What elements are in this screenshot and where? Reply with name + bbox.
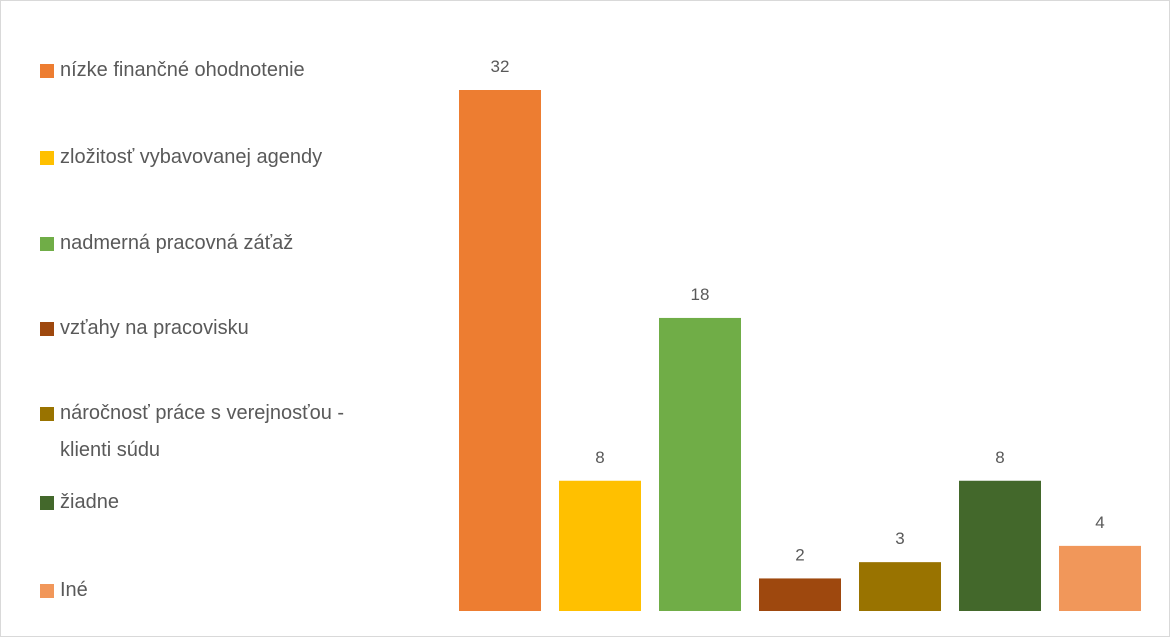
bar	[859, 562, 941, 611]
legend-item: nízke finančné ohodnotenie	[40, 52, 305, 89]
legend-swatch	[40, 407, 54, 421]
data-label: 32	[491, 57, 510, 76]
data-label: 18	[691, 285, 710, 304]
legend-swatch	[40, 496, 54, 510]
legend-swatch	[40, 584, 54, 598]
legend-label: žiadne	[60, 491, 119, 513]
legend-label: nízke finančné ohodnotenie	[60, 59, 305, 81]
bar	[1059, 545, 1141, 611]
legend-item: Iné	[40, 572, 88, 609]
data-label: 2	[795, 545, 804, 564]
legend-item: nadmerná pracovná záťaž	[40, 225, 293, 262]
legend-item: zložitosť vybavovanej agendy	[40, 139, 322, 176]
bar	[559, 480, 641, 611]
legend-swatch	[40, 322, 54, 336]
legend-item: náročnosť práce s verejnosťou - klienti …	[40, 395, 360, 469]
legend-label: nadmerná pracovná záťaž	[60, 232, 294, 254]
legend-item: vzťahy na pracovisku	[40, 310, 249, 347]
legend-item: žiadne	[40, 484, 119, 521]
bar	[459, 90, 541, 611]
bar	[959, 480, 1041, 611]
bar	[759, 578, 841, 611]
legend-label: Iné	[60, 579, 88, 601]
legend-swatch	[40, 64, 54, 78]
legend-label: vzťahy na pracovisku	[60, 317, 249, 339]
legend-swatch	[40, 151, 54, 165]
data-label: 8	[595, 448, 604, 467]
bar	[659, 317, 741, 611]
data-label: 8	[995, 448, 1004, 467]
data-label: 3	[895, 529, 904, 548]
data-label: 4	[1095, 513, 1104, 532]
legend-label: náročnosť práce s verejnosťou - klienti …	[60, 402, 345, 461]
legend-label: zložitosť vybavovanej agendy	[60, 146, 323, 168]
legend-swatch	[40, 237, 54, 251]
